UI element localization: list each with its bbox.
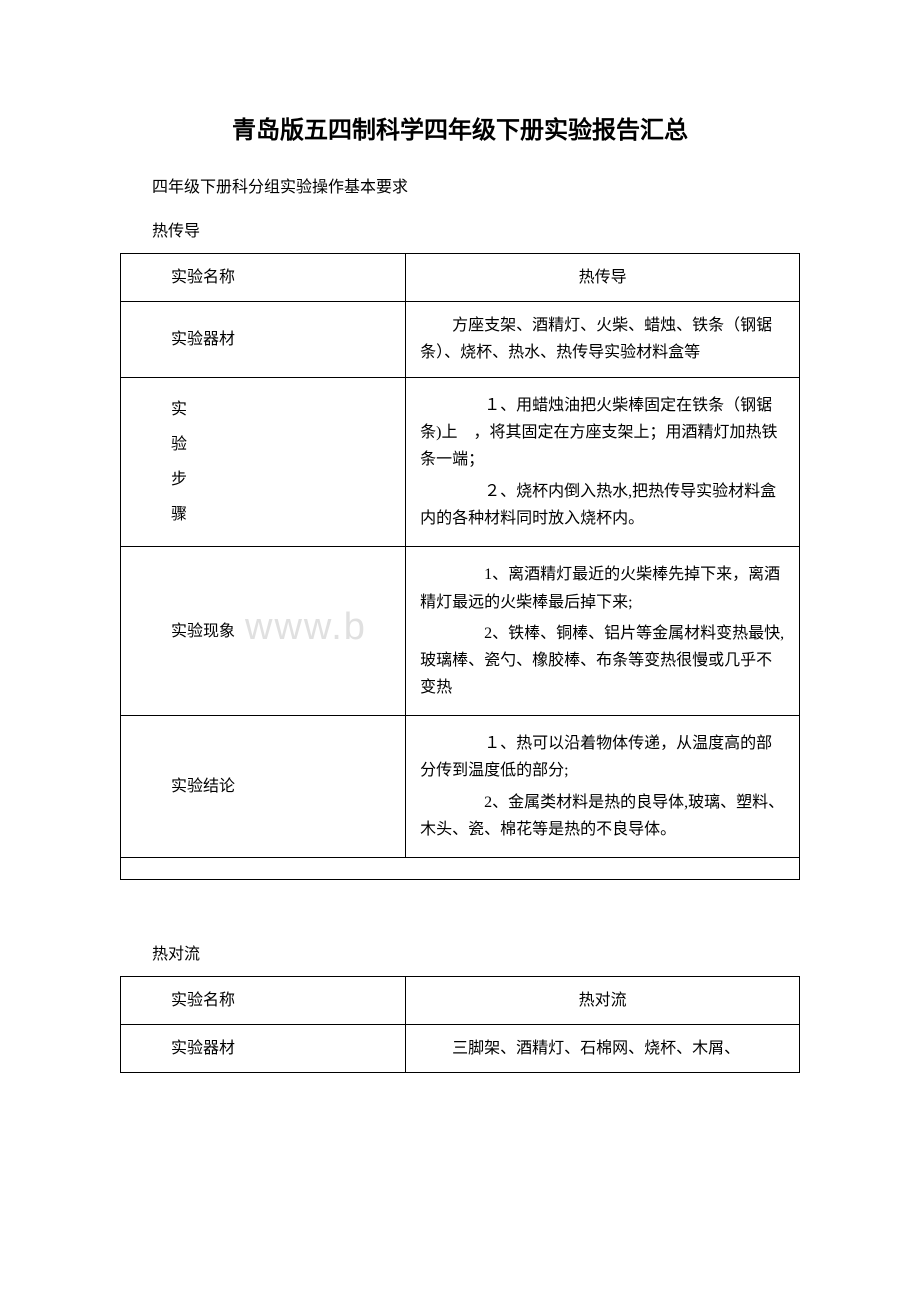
cell-label: 实 验 步 骤 <box>121 377 406 547</box>
cell-value: １、用蜡烛油把火柴棒固定在铁条（钢锯条)上 ，将其固定在方座支架上；用酒精灯加热… <box>406 377 800 547</box>
cell-value: 热对流 <box>406 977 800 1025</box>
empty-cell <box>121 858 800 880</box>
cell-value: 热传导 <box>406 254 800 302</box>
table-row: 实验现象 1、离酒精灯最近的火柴棒先掉下来，离酒精灯最远的火柴棒最后掉下来; 2… <box>121 547 800 716</box>
cell-label: 实验现象 <box>121 547 406 716</box>
cell-label: 实验器材 <box>121 1025 406 1073</box>
table-row-empty <box>121 858 800 880</box>
cell-value: １、热可以沿着物体传递，从温度高的部分传到温度低的部分; 2、金属类材料是热的良… <box>406 716 800 858</box>
table-row: 实验名称 热传导 <box>121 254 800 302</box>
para: １、用蜡烛油把火柴棒固定在铁条（钢锯条)上 ，将其固定在方座支架上；用酒精灯加热… <box>420 392 785 474</box>
section-label-2: 热对流 <box>120 940 800 964</box>
char: 实 <box>171 396 391 423</box>
para: ２、烧杯内倒入热水,把热传导实验材料盒内的各种材料同时放入烧杯内。 <box>420 478 785 532</box>
table-row: 实验名称 热对流 <box>121 977 800 1025</box>
cell-label: 实验名称 <box>121 977 406 1025</box>
table-row: 实验结论 １、热可以沿着物体传递，从温度高的部分传到温度低的部分; 2、金属类材… <box>121 716 800 858</box>
cell-label: 实验结论 <box>121 716 406 858</box>
para: 2、铁棒、铜棒、铝片等金属材料变热最快,玻璃棒、瓷勺、橡胶棒、布条等变热很慢或几… <box>420 620 785 702</box>
experiment-table-1: 实验名称 热传导 实验器材 方座支架、酒精灯、火柴、蜡烛、铁条（钢锯条）、烧杯、… <box>120 253 800 880</box>
page-title: 青岛版五四制科学四年级下册实验报告汇总 <box>120 110 800 145</box>
para: １、热可以沿着物体传递，从温度高的部分传到温度低的部分; <box>420 730 785 784</box>
section-label-1: 热传导 <box>120 217 800 241</box>
table-row: 实验器材 方座支架、酒精灯、火柴、蜡烛、铁条（钢锯条）、烧杯、热水、热传导实验材… <box>121 302 800 377</box>
char: 骤 <box>171 501 391 528</box>
cell-value: 方座支架、酒精灯、火柴、蜡烛、铁条（钢锯条）、烧杯、热水、热传导实验材料盒等 <box>406 302 800 377</box>
para: 2、金属类材料是热的良导体,玻璃、塑料、木头、瓷、棉花等是热的不良导体。 <box>420 789 785 843</box>
char: 验 <box>171 431 391 458</box>
experiment-table-2: 实验名称 热对流 实验器材 三脚架、酒精灯、石棉网、烧杯、木屑、 <box>120 976 800 1073</box>
char: 步 <box>171 466 391 493</box>
para: 1、离酒精灯最近的火柴棒先掉下来，离酒精灯最远的火柴棒最后掉下来; <box>420 561 785 615</box>
document-content: 青岛版五四制科学四年级下册实验报告汇总 四年级下册科分组实验操作基本要求 热传导… <box>120 110 800 1073</box>
table-row: 实 验 步 骤 １、用蜡烛油把火柴棒固定在铁条（钢锯条)上 ，将其固定在方座支架… <box>121 377 800 547</box>
page-subtitle: 四年级下册科分组实验操作基本要求 <box>120 173 800 197</box>
cell-value: 三脚架、酒精灯、石棉网、烧杯、木屑、 <box>406 1025 800 1073</box>
cell-value: 1、离酒精灯最近的火柴棒先掉下来，离酒精灯最远的火柴棒最后掉下来; 2、铁棒、铜… <box>406 547 800 716</box>
cell-label: 实验名称 <box>121 254 406 302</box>
cell-label: 实验器材 <box>121 302 406 377</box>
table-row: 实验器材 三脚架、酒精灯、石棉网、烧杯、木屑、 <box>121 1025 800 1073</box>
